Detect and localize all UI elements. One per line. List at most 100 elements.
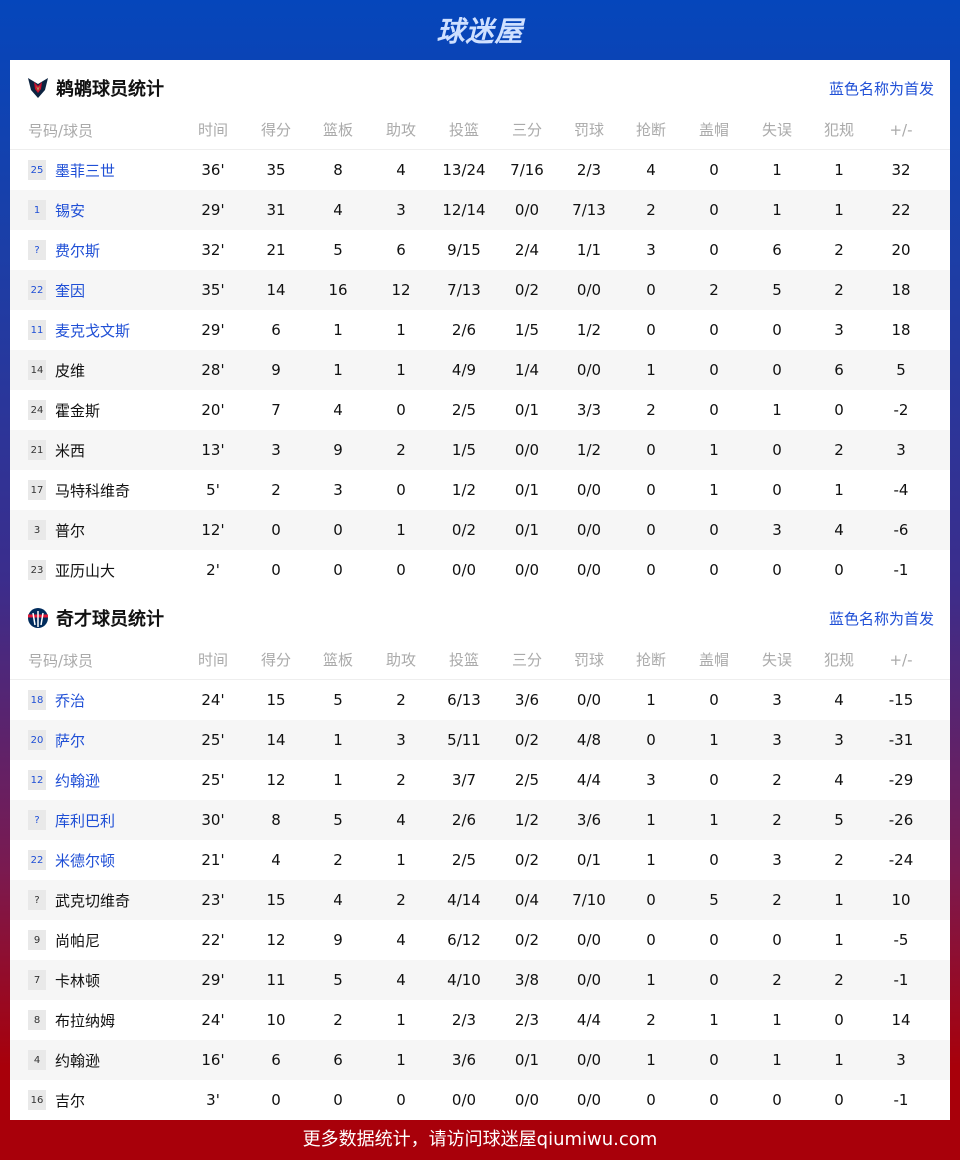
column-header[interactable]: 时间 [197,651,228,669]
column-header[interactable]: 盖帽 [698,121,729,139]
player-name[interactable]: 墨菲三世 [55,161,116,180]
column-header[interactable]: 失误 [761,121,792,139]
player-cell: 3 普尔 [28,510,85,550]
stat-cell: 12 [391,281,411,299]
stat-cell: 0 [709,161,719,179]
player-name[interactable]: 米德尔顿 [55,851,116,870]
player-row[interactable]: 9 尚帕尼 22' 12 9 4 6/12 0/2 0/0 0 0 0 1 -5 [10,920,950,960]
column-header[interactable]: 盖帽 [698,651,729,669]
column-header[interactable]: 投篮 [448,651,479,669]
stat-cell: 0/0 [451,561,477,579]
player-name[interactable]: 费尔斯 [55,241,101,260]
column-header[interactable]: 时间 [197,121,228,139]
stat-cell: 9 [271,361,281,379]
stat-cell: 0 [646,561,656,579]
stat-cell: 25' [201,731,225,749]
stat-cell: 0 [396,1091,406,1109]
footer-text[interactable]: 更多数据统计，请访问球迷屋qiumiwu.com [302,1129,658,1150]
column-header[interactable]: 三分 [511,121,542,139]
player-cell: ? 库利巴利 [28,800,115,840]
player-row[interactable]: 7 卡林顿 29' 11 5 4 4/10 3/8 0/0 1 0 2 2 -1 [10,960,950,1000]
player-row[interactable]: 16 吉尔 3' 0 0 0 0/0 0/0 0/0 0 0 0 0 -1 [10,1080,950,1120]
column-header[interactable]: 罚球 [573,651,604,669]
player-name[interactable]: 约翰逊 [55,771,101,790]
column-header[interactable]: 犯规 [823,651,854,669]
player-name[interactable]: 约翰逊 [55,1051,101,1070]
column-header[interactable]: +/- [889,121,913,139]
stat-cell: -1 [893,1091,909,1109]
stat-cell: 13/24 [442,161,486,179]
player-row[interactable]: 21 米西 13' 3 9 2 1/5 0/0 1/2 0 1 0 2 3 [10,430,950,470]
stat-cell: 0/1 [514,401,540,419]
column-header[interactable]: 罚球 [573,121,604,139]
column-header[interactable]: +/- [889,651,913,669]
player-cell: 17 马特科维奇 [28,470,130,510]
stat-cell: 0 [333,1091,343,1109]
stat-cell: 0 [834,561,844,579]
player-row[interactable]: 18 乔治 24' 15 5 2 6/13 3/6 0/0 1 0 3 4 -15 [10,680,950,720]
player-name[interactable]: 卡林顿 [55,971,101,990]
column-header-row: 号码/球员 时间 得分 篮板 助攻 投篮 三分 罚球 抢断 盖帽 失误 犯规 +/- [10,110,950,150]
stat-cell: 1/1 [576,241,602,259]
column-header[interactable]: 助攻 [385,651,416,669]
stat-cell: 8 [333,161,343,179]
player-row[interactable]: 25 墨菲三世 36' 35 8 4 13/24 7/16 2/3 4 0 1 1 32 [10,150,950,190]
player-name[interactable]: 萨尔 [55,731,86,750]
column-header[interactable]: 抢断 [635,121,666,139]
player-row[interactable]: ? 库利巴利 30' 8 5 4 2/6 1/2 3/6 1 1 2 5 -26 [10,800,950,840]
player-row[interactable]: 3 普尔 12' 0 0 1 0/2 0/1 0/0 0 0 3 4 -6 [10,510,950,550]
player-row[interactable]: 14 皮维 28' 9 1 1 4/9 1/4 0/0 1 0 0 6 5 [10,350,950,390]
stat-cell: 0/1 [514,481,540,499]
player-row[interactable]: 4 约翰逊 16' 6 6 1 3/6 0/1 0/0 1 0 1 1 3 [10,1040,950,1080]
player-row[interactable]: 1 锡安 29' 31 4 3 12/14 0/0 7/13 2 0 1 1 22 [10,190,950,230]
player-row[interactable]: 22 米德尔顿 21' 4 2 1 2/5 0/2 0/1 1 0 3 2 -24 [10,840,950,880]
player-name[interactable]: 亚历山大 [55,561,116,580]
player-row[interactable]: 20 萨尔 25' 14 1 3 5/11 0/2 4/8 0 1 3 3 -31 [10,720,950,760]
player-name[interactable]: 马特科维奇 [55,481,131,500]
stat-cell: 3 [834,731,844,749]
column-header[interactable]: 抢断 [635,651,666,669]
stat-cell: 3 [772,731,782,749]
stat-cell: 29' [201,971,225,989]
player-row[interactable]: ? 费尔斯 32' 21 5 6 9/15 2/4 1/1 3 0 6 2 20 [10,230,950,270]
player-name[interactable]: 米西 [55,441,86,460]
player-name[interactable]: 霍金斯 [55,401,101,420]
player-row[interactable]: 23 亚历山大 2' 0 0 0 0/0 0/0 0/0 0 0 0 0 -1 [10,550,950,590]
player-row[interactable]: 24 霍金斯 20' 7 4 0 2/5 0/1 3/3 2 0 1 0 -2 [10,390,950,430]
player-name[interactable]: 库利巴利 [55,811,116,830]
player-cell: 14 皮维 [28,350,85,390]
column-header-player[interactable]: 号码/球员 [28,121,94,140]
column-header[interactable]: 失误 [761,651,792,669]
stat-cell: 0 [646,931,656,949]
player-name[interactable]: 锡安 [55,201,86,220]
player-row[interactable]: ? 武克切维奇 23' 15 4 2 4/14 0/4 7/10 0 5 2 1 10 [10,880,950,920]
stat-cell: 1 [396,321,406,339]
stat-cell: -2 [893,401,909,419]
player-name[interactable]: 麦克戈文斯 [55,321,131,340]
player-row[interactable]: 8 布拉纳姆 24' 10 2 1 2/3 2/3 4/4 2 1 1 0 14 [10,1000,950,1040]
player-name[interactable]: 尚帕尼 [55,931,101,950]
player-name[interactable]: 皮维 [55,361,86,380]
column-header[interactable]: 三分 [511,651,542,669]
stat-cell: 1 [772,1011,782,1029]
player-name[interactable]: 吉尔 [55,1091,86,1110]
player-row[interactable]: 17 马特科维奇 5' 2 3 0 1/2 0/1 0/0 0 1 0 1 -4 [10,470,950,510]
pelicans-logo-icon [26,76,50,100]
column-header[interactable]: 得分 [260,651,291,669]
column-header[interactable]: 得分 [260,121,291,139]
column-header-player[interactable]: 号码/球员 [28,651,94,670]
player-row[interactable]: 12 约翰逊 25' 12 1 2 3/7 2/5 4/4 3 0 2 4 -29 [10,760,950,800]
player-row[interactable]: 22 奎因 35' 14 16 12 7/13 0/2 0/0 0 2 5 2 18 [10,270,950,310]
stat-cell: 4/14 [447,891,481,909]
player-name[interactable]: 布拉纳姆 [55,1011,116,1030]
player-name[interactable]: 普尔 [55,521,86,540]
column-header[interactable]: 助攻 [385,121,416,139]
column-header[interactable]: 篮板 [322,651,353,669]
player-row[interactable]: 11 麦克戈文斯 29' 6 1 1 2/6 1/5 1/2 0 0 0 3 18 [10,310,950,350]
player-name[interactable]: 奎因 [55,281,86,300]
player-name[interactable]: 乔治 [55,691,86,710]
column-header[interactable]: 投篮 [448,121,479,139]
column-header[interactable]: 犯规 [823,121,854,139]
column-header[interactable]: 篮板 [322,121,353,139]
player-name[interactable]: 武克切维奇 [55,891,131,910]
